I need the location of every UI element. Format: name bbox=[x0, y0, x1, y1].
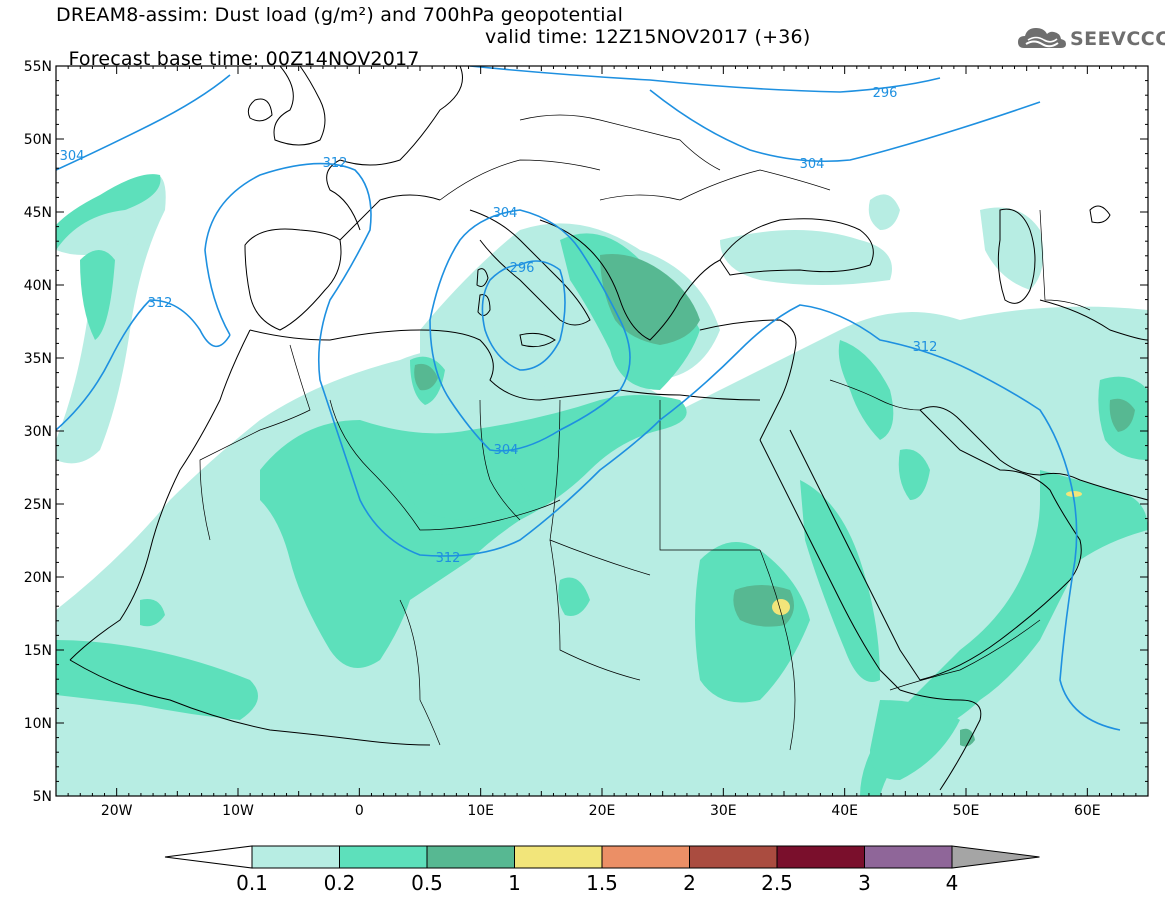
contour-label: 312 bbox=[913, 340, 938, 355]
latitude-labels: 5N 10N 15N 20N 25N 30N 35N 40N 45N 50N 55N bbox=[24, 59, 52, 805]
lat-label: 35N bbox=[24, 351, 52, 367]
lon-label: 20E bbox=[589, 803, 616, 819]
lon-label: 0 bbox=[355, 803, 364, 819]
colorbar-label: 0.2 bbox=[324, 871, 356, 895]
colorbar-label: 0.1 bbox=[236, 871, 268, 895]
colorbar-bin bbox=[514, 845, 603, 869]
contour-label: 304 bbox=[494, 443, 519, 458]
map-title: DREAM8-assim: Dust load (g/m²) and 700hP… bbox=[56, 4, 624, 26]
longitude-labels: 20W 10W 0 10E 20E 30E 40E 50E 60E bbox=[101, 803, 1101, 819]
colorbar-label: 1.5 bbox=[586, 871, 618, 895]
dust-level-1 bbox=[772, 491, 1082, 615]
axis-ticks bbox=[55, 65, 1149, 797]
geopotential-contours bbox=[56, 66, 1121, 731]
forecast-times: Forecast base time: 00Z14NOV2017 valid t… bbox=[56, 26, 810, 92]
lon-label: 60E bbox=[1074, 803, 1101, 819]
dust-shading bbox=[56, 174, 1148, 796]
contour-312-loop bbox=[204, 162, 741, 557]
contour-296-north bbox=[469, 66, 941, 93]
colorbar-label: 1 bbox=[508, 871, 521, 895]
dust-level-0.5 bbox=[414, 254, 1135, 747]
logo-text: SEEVCCC bbox=[1070, 28, 1165, 50]
contour-label: 304 bbox=[493, 206, 518, 221]
contour-label: 312 bbox=[436, 551, 461, 566]
contour-labels: 296 296 304 304 304 304 312 312 312 312 bbox=[60, 86, 938, 566]
contour-label: 304 bbox=[800, 157, 825, 172]
contour-label: 312 bbox=[323, 156, 348, 171]
lat-label: 10N bbox=[24, 716, 52, 732]
colorbar-bin bbox=[864, 845, 953, 869]
lon-label: 40E bbox=[831, 803, 858, 819]
lon-label: 50E bbox=[953, 803, 980, 819]
lon-label: 20W bbox=[101, 803, 133, 819]
lon-label: 10E bbox=[467, 803, 494, 819]
colorbar: 0.1 0.2 0.5 1 1.5 2 2.5 3 4 bbox=[164, 845, 1040, 895]
lat-label: 30N bbox=[24, 424, 52, 440]
colorbar-label: 2.5 bbox=[761, 871, 793, 895]
lat-label: 25N bbox=[24, 497, 52, 513]
colorbar-label: 3 bbox=[858, 871, 871, 895]
coastlines bbox=[69, 66, 1148, 791]
base-time: Forecast base time: 00Z14NOV2017 bbox=[68, 48, 420, 70]
colorbar-label: 4 bbox=[946, 871, 959, 895]
colorbar-label: 2 bbox=[683, 871, 696, 895]
lat-label: 40N bbox=[24, 278, 52, 294]
contour-296-italy bbox=[481, 260, 566, 371]
lat-label: 15N bbox=[24, 643, 52, 659]
contour-label: 304 bbox=[60, 149, 85, 164]
contour-label: 296 bbox=[873, 86, 898, 101]
contour-304-central bbox=[649, 89, 1041, 163]
lat-label: 20N bbox=[24, 570, 52, 586]
lat-label: 5N bbox=[33, 789, 52, 805]
contour-label: 296 bbox=[510, 261, 535, 276]
contour-312-west bbox=[56, 299, 231, 431]
lon-label: 30E bbox=[710, 803, 737, 819]
colorbar-bin bbox=[776, 845, 865, 869]
seevccc-logo: SEEVCCC bbox=[1016, 22, 1165, 56]
colorbar-label: 0.5 bbox=[411, 871, 443, 895]
contour-label: 312 bbox=[148, 296, 173, 311]
colorbar-right-arrow bbox=[951, 845, 1040, 869]
colorbar-bin bbox=[426, 845, 515, 869]
contour-304-west bbox=[56, 74, 231, 171]
colorbar-bin bbox=[339, 845, 428, 869]
colorbar-bin bbox=[251, 845, 340, 869]
contour-312-east bbox=[739, 304, 1121, 731]
colorbar-left-arrow bbox=[164, 845, 253, 869]
lon-label: 10W bbox=[222, 803, 254, 819]
valid-time: valid time: 12Z15NOV2017 (+36) bbox=[485, 26, 811, 48]
contour-304-med bbox=[429, 209, 631, 452]
colorbar-bin bbox=[689, 845, 778, 869]
lat-label: 55N bbox=[24, 59, 52, 75]
cloud-logo-icon bbox=[1018, 28, 1066, 48]
lat-label: 50N bbox=[24, 132, 52, 148]
colorbar-bin bbox=[601, 845, 690, 869]
lat-label: 45N bbox=[24, 205, 52, 221]
